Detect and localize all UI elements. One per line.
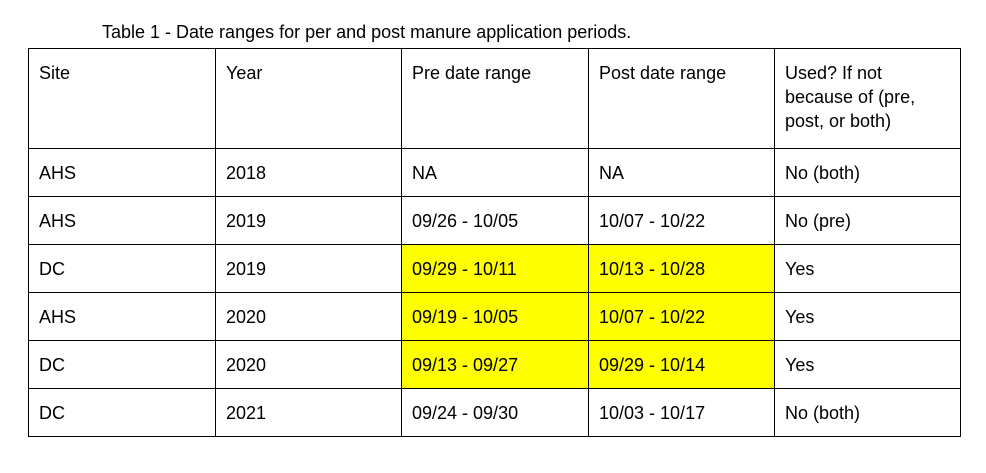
cell-pre: NA — [401, 148, 589, 197]
cell-site: AHS — [28, 196, 216, 245]
cell-year: 2021 — [215, 388, 402, 437]
cell-pre: 09/29 - 10/11 — [401, 244, 589, 293]
header-pre-date-range: Pre date range — [401, 48, 589, 149]
cell-site: DC — [28, 244, 216, 293]
table-row: AHS 2019 09/26 - 10/05 10/07 - 10/22 No … — [28, 196, 961, 245]
cell-post: NA — [588, 148, 775, 197]
date-range-table: Site Year Pre date range Post date range… — [28, 48, 961, 437]
cell-year: 2020 — [215, 340, 402, 389]
cell-post: 10/03 - 10/17 — [588, 388, 775, 437]
cell-post: 09/29 - 10/14 — [588, 340, 775, 389]
cell-post: 10/07 - 10/22 — [588, 292, 775, 341]
cell-post: 10/13 - 10/28 — [588, 244, 775, 293]
cell-used: No (both) — [774, 148, 961, 197]
cell-pre: 09/19 - 10/05 — [401, 292, 589, 341]
cell-pre: 09/26 - 10/05 — [401, 196, 589, 245]
header-year: Year — [215, 48, 402, 149]
cell-year: 2019 — [215, 244, 402, 293]
cell-site: DC — [28, 388, 216, 437]
cell-year: 2018 — [215, 148, 402, 197]
cell-pre: 09/13 - 09/27 — [401, 340, 589, 389]
table-row: AHS 2018 NA NA No (both) — [28, 148, 961, 197]
table-row: AHS 2020 09/19 - 10/05 10/07 - 10/22 Yes — [28, 292, 961, 341]
cell-site: AHS — [28, 292, 216, 341]
header-used: Used? If not because of (pre, post, or b… — [774, 48, 961, 149]
cell-site: AHS — [28, 148, 216, 197]
cell-used: No (pre) — [774, 196, 961, 245]
table-row: DC 2020 09/13 - 09/27 09/29 - 10/14 Yes — [28, 340, 961, 389]
cell-pre: 09/24 - 09/30 — [401, 388, 589, 437]
cell-used: Yes — [774, 244, 961, 293]
cell-year: 2019 — [215, 196, 402, 245]
header-post-date-range: Post date range — [588, 48, 775, 149]
cell-post: 10/07 - 10/22 — [588, 196, 775, 245]
cell-site: DC — [28, 340, 216, 389]
cell-year: 2020 — [215, 292, 402, 341]
cell-used: No (both) — [774, 388, 961, 437]
header-site: Site — [28, 48, 216, 149]
table-row: DC 2021 09/24 - 09/30 10/03 - 10/17 No (… — [28, 388, 961, 437]
table-row: DC 2019 09/29 - 10/11 10/13 - 10/28 Yes — [28, 244, 961, 293]
cell-used: Yes — [774, 292, 961, 341]
table-header-row: Site Year Pre date range Post date range… — [28, 48, 961, 149]
table-caption: Table 1 - Date ranges for per and post m… — [102, 22, 632, 42]
cell-used: Yes — [774, 340, 961, 389]
